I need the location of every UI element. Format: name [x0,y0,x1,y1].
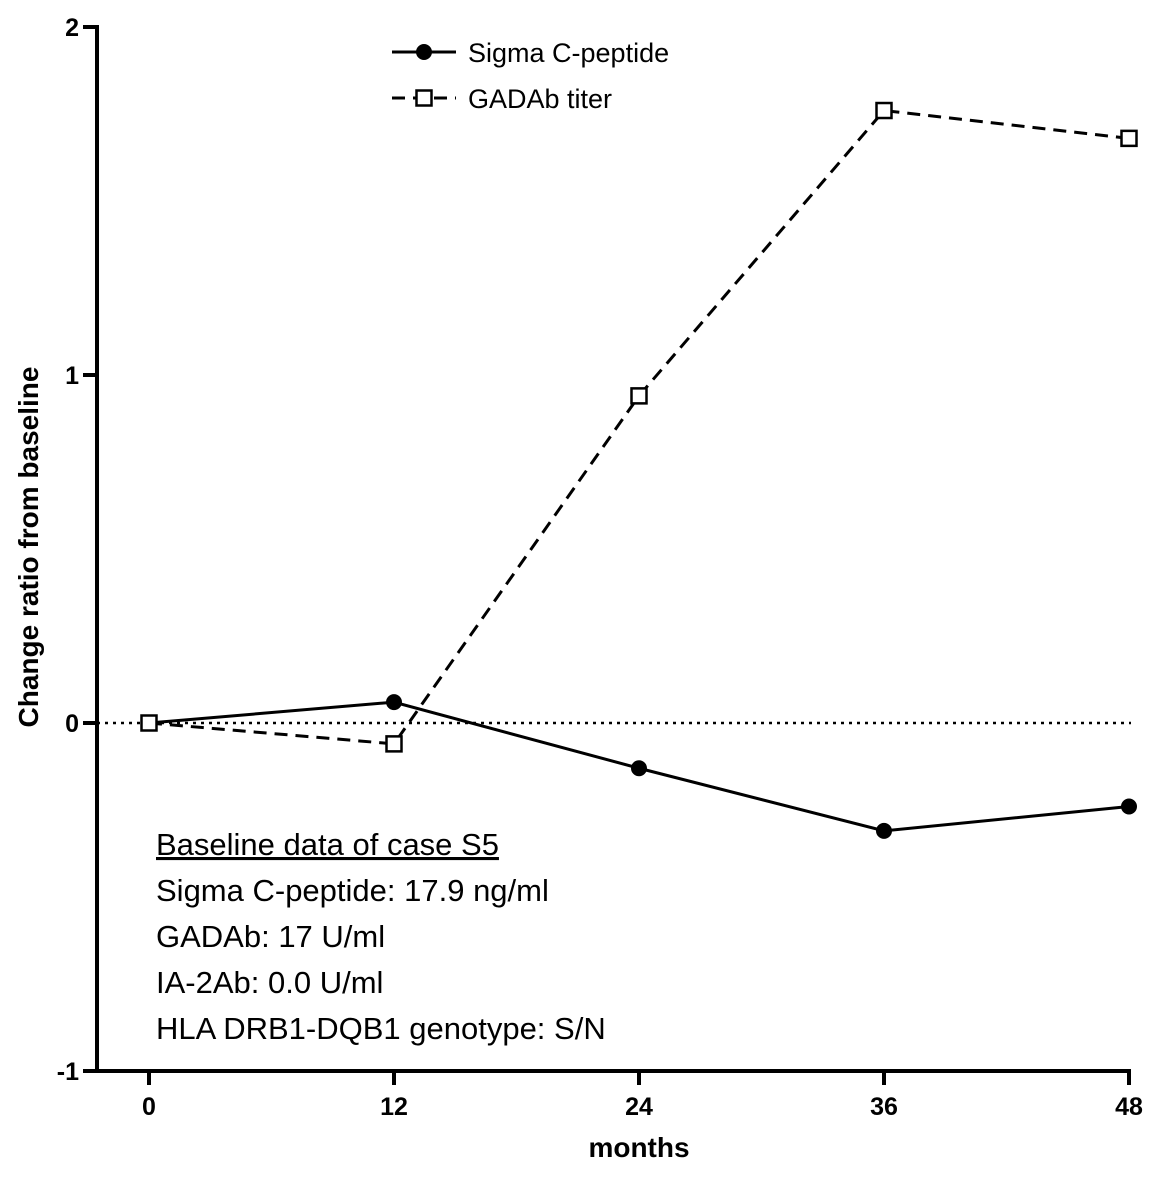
data-point [386,694,402,711]
legend-item: GADAb titer [392,84,612,114]
series-line [148,108,1130,746]
series-gadab-titer [140,101,1138,753]
data-point [875,101,893,120]
data-point [876,822,892,839]
x-tick-label: 12 [380,1093,408,1121]
series-sigma-c-peptide [141,694,1137,839]
data-point [630,387,648,405]
x-tick-label: 0 [142,1093,156,1121]
legend-swatch-marker [415,89,433,107]
legend-label: GADAb titer [468,84,612,114]
annotation-line: IA-2Ab: 0.0 U/ml [156,965,383,1000]
data-point [1120,129,1138,148]
y-tick-label: -1 [57,1058,79,1086]
baseline-annotation: Baseline data of case S5 Sigma C-peptide:… [156,827,606,1046]
annotation-line: Sigma C-peptide: 17.9 ng/ml [156,873,549,908]
annotation-heading: Baseline data of case S5 [156,827,499,862]
y-tick-label: 0 [65,710,79,738]
y-axis-title: Change ratio from baseline [13,367,44,728]
y-tick-label: 2 [65,14,79,42]
x-tick-label: 24 [625,1093,653,1121]
annotation-line: GADAb: 17 U/ml [156,919,385,954]
x-axis-title: months [588,1132,689,1163]
legend-item: Sigma C-peptide [392,38,669,68]
data-point [140,714,158,732]
series-layer [140,101,1138,839]
data-point [385,735,403,753]
data-point [631,760,647,777]
legend: Sigma C-peptide GADAb titer [392,38,669,114]
annotation-line: HLA DRB1-DQB1 genotype: S/N [156,1011,606,1046]
y-tick-label: 1 [65,362,79,390]
x-tick-label: 48 [1115,1093,1143,1121]
legend-swatch-marker [416,44,432,60]
data-point [1121,798,1137,815]
x-tick-label: 36 [870,1093,898,1121]
legend-label: Sigma C-peptide [468,38,669,68]
